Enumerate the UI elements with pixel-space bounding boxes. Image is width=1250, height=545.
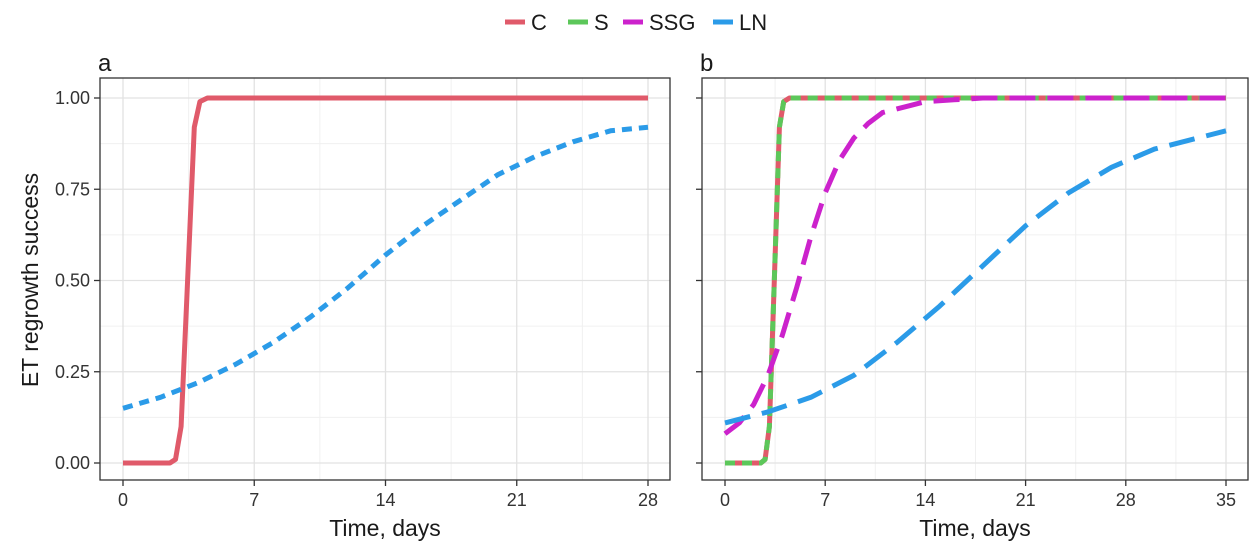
series-line-ssg — [723, 95, 1226, 436]
y-tick-label: 1.00 — [55, 88, 90, 108]
x-axis: 0 7 14 21 28 Time, days — [118, 480, 658, 541]
legend-item-ssg: SSG — [623, 10, 695, 35]
x-axis-label: Time, days — [919, 515, 1031, 541]
gridlines — [702, 78, 1248, 480]
x-axis: 0 7 14 21 28 35 Time, days — [720, 480, 1236, 541]
x-tick-label: 7 — [249, 490, 259, 510]
series-line-ln — [122, 124, 649, 411]
series-group — [723, 95, 1227, 466]
series-line-c — [123, 95, 648, 466]
y-axis — [696, 97, 702, 464]
x-tick-label: 21 — [507, 490, 527, 510]
y-tick-label: 0.75 — [55, 179, 90, 199]
x-tick-label: 35 — [1216, 490, 1236, 510]
series-line-ln — [724, 128, 1227, 426]
legend-label: C — [531, 10, 547, 35]
legend-label: LN — [739, 10, 767, 35]
legend: C S SSG LN — [505, 10, 767, 35]
panel-label: b — [700, 50, 713, 77]
legend-label: S — [594, 10, 609, 35]
x-tick-label: 0 — [720, 490, 730, 510]
legend-item-s: S — [568, 10, 609, 35]
y-tick-label: 0.00 — [55, 453, 90, 473]
y-tick-label: 0.25 — [55, 362, 90, 382]
legend-item-ln: LN — [713, 10, 767, 35]
y-axis-label: ET regrowth success — [17, 173, 43, 387]
panel-border — [701, 77, 1249, 481]
series-group — [122, 95, 649, 466]
x-tick-label: 21 — [1016, 490, 1036, 510]
x-tick-label: 0 — [118, 490, 128, 510]
x-tick-label: 7 — [820, 490, 830, 510]
y-tick-label: 0.50 — [55, 271, 90, 291]
x-tick-label: 14 — [375, 490, 395, 510]
x-tick-label: 14 — [915, 490, 935, 510]
x-tick-label: 28 — [638, 490, 658, 510]
x-axis-label: Time, days — [329, 515, 441, 541]
legend-label: SSG — [649, 10, 695, 35]
legend-item-c: C — [505, 10, 547, 35]
panel-a: a 0 7 14 21 28 Time, days 0.00 0.25 0.50 0.75 1.00 — [55, 50, 671, 541]
y-axis: 0.00 0.25 0.50 0.75 1.00 — [55, 88, 100, 473]
panel-label: a — [98, 50, 112, 77]
x-tick-label: 28 — [1116, 490, 1136, 510]
panel-b: b 0 7 14 21 28 35 Time, days — [696, 50, 1249, 541]
